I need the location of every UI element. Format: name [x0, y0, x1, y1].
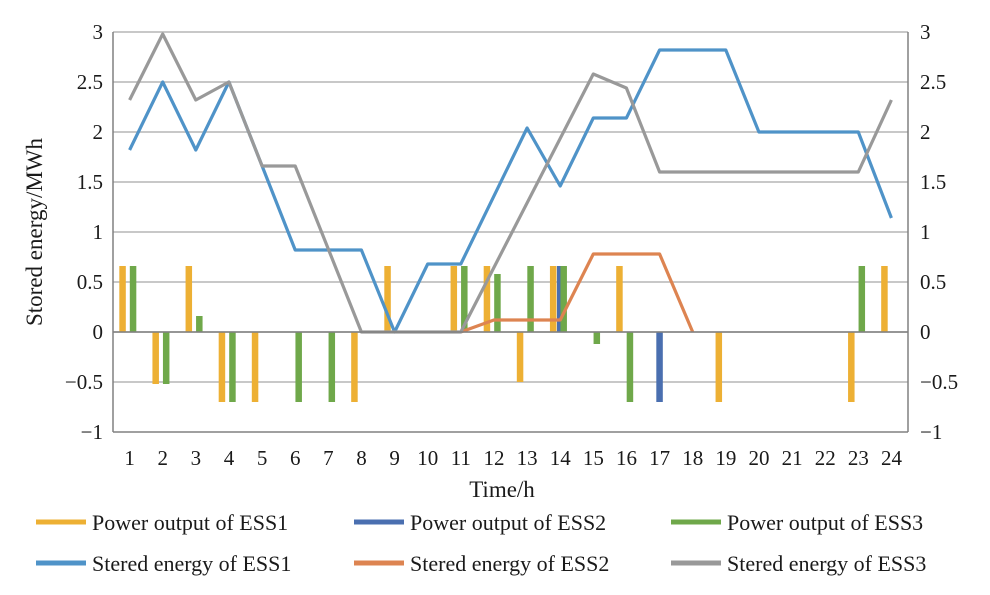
bar-1 — [483, 266, 491, 332]
y-tick-label: −0.5 — [65, 370, 103, 394]
series-line-2 — [460, 252, 695, 334]
x-tick-label: 16 — [616, 446, 637, 470]
y2-tick-label: 1.5 — [920, 170, 946, 194]
x-tick-label: 20 — [748, 446, 769, 470]
x-axis-title: Time/h — [469, 477, 535, 502]
x-tick-label: 15 — [583, 446, 604, 470]
legend-label: Power output of ESS1 — [92, 510, 288, 535]
bar-3 — [328, 332, 336, 402]
y2-tick-label: 3 — [920, 20, 931, 44]
bar-1 — [152, 332, 159, 384]
bar-1 — [715, 332, 723, 402]
bar-3 — [229, 332, 236, 402]
legend-label: Power output of ESS2 — [410, 510, 606, 535]
x-tick-labels: 1 2 3 4 5 6 7 8 9 10 11 12 13 14 15 16 17 18 19 20 21 22 23 24 — [124, 446, 902, 470]
y2-tick-label: −1 — [920, 420, 942, 444]
y2-tick-label: 1 — [920, 220, 931, 244]
bar-1 — [881, 266, 888, 332]
legend-label: Stered energy of ESS3 — [727, 551, 926, 576]
y-tick-label: 1 — [93, 220, 104, 244]
axes — [112, 32, 909, 433]
x-tick-label: 9 — [389, 446, 400, 470]
bar-1 — [185, 266, 193, 332]
bar-3 — [560, 266, 567, 332]
y-tick-label: 2 — [93, 120, 104, 144]
legend: Power output of ESS1 Power output of ESS2… — [36, 510, 926, 576]
legend-label: Stered energy of ESS2 — [410, 551, 609, 576]
bar-3 — [527, 266, 534, 332]
x-tick-label: 2 — [157, 446, 168, 470]
x-tick-label: 6 — [290, 446, 301, 470]
bar-3 — [196, 316, 203, 332]
y2-tick-label: −0.5 — [920, 370, 958, 394]
y-tick-label: 0 — [93, 320, 104, 344]
x-tick-label: 12 — [483, 446, 504, 470]
bar-3 — [593, 332, 601, 344]
legend-label: Stered energy of ESS1 — [92, 551, 291, 576]
x-tick-label: 3 — [191, 446, 202, 470]
bar-3 — [858, 266, 866, 332]
bar-2 — [556, 266, 564, 332]
x-tick-label: 21 — [782, 446, 803, 470]
y-axis-title: Stored energy/MWh — [22, 137, 47, 326]
bar-1 — [384, 266, 391, 332]
x-tick-label: 11 — [451, 446, 471, 470]
bar-1 — [549, 266, 557, 332]
x-tick-label: 22 — [815, 446, 836, 470]
y2-tick-label: 2.5 — [920, 70, 946, 94]
x-tick-label: 14 — [550, 446, 572, 470]
x-tick-label: 1 — [124, 446, 135, 470]
bar-1 — [616, 266, 623, 332]
y-tick-label: 2.5 — [77, 70, 103, 94]
bar-1 — [218, 332, 226, 402]
x-tick-label: 7 — [323, 446, 334, 470]
bar-2 — [656, 332, 663, 402]
series-line-1 — [128, 48, 893, 334]
bar-1 — [119, 266, 126, 332]
x-tick-label: 5 — [257, 446, 268, 470]
y-tick-label: −1 — [81, 420, 103, 444]
bar-3 — [295, 332, 302, 402]
bar-3 — [494, 274, 501, 332]
bar-3 — [626, 332, 634, 402]
x-tick-label: 24 — [881, 446, 903, 470]
x-tick-label: 23 — [848, 446, 869, 470]
bar-1 — [351, 332, 358, 402]
legend-label: Power output of ESS3 — [727, 510, 923, 535]
x-tick-label: 19 — [715, 446, 736, 470]
bar-1 — [251, 332, 259, 402]
y-tick-label: 0.5 — [77, 270, 103, 294]
bar-series-group — [119, 266, 888, 402]
bar-1 — [516, 332, 524, 382]
y2-tick-label: 0.5 — [920, 270, 946, 294]
x-tick-label: 13 — [517, 446, 538, 470]
bar-3 — [129, 266, 137, 332]
x-tick-label: 18 — [682, 446, 703, 470]
y2-tick-label: 2 — [920, 120, 931, 144]
x-tick-label: 10 — [417, 446, 438, 470]
bar-3 — [461, 266, 468, 332]
bar-1 — [848, 332, 855, 402]
line-series-group — [128, 32, 893, 334]
y2-tick-label: 0 — [920, 320, 931, 344]
bar-1 — [450, 266, 458, 332]
left-y-tick-labels: −1 −0.5 0 0.5 1 1.5 2 2.5 3 — [65, 20, 103, 444]
bar-3 — [162, 332, 170, 384]
gridlines — [113, 31, 908, 383]
y-tick-label: 3 — [93, 20, 104, 44]
x-tick-label: 4 — [224, 446, 235, 470]
series-line-3 — [128, 32, 893, 334]
right-y-tick-labels: −1 −0.5 0 0.5 1 1.5 2 2.5 3 — [920, 20, 958, 444]
x-tick-label: 8 — [356, 446, 367, 470]
y-tick-label: 1.5 — [77, 170, 103, 194]
x-tick-label: 17 — [649, 446, 670, 470]
